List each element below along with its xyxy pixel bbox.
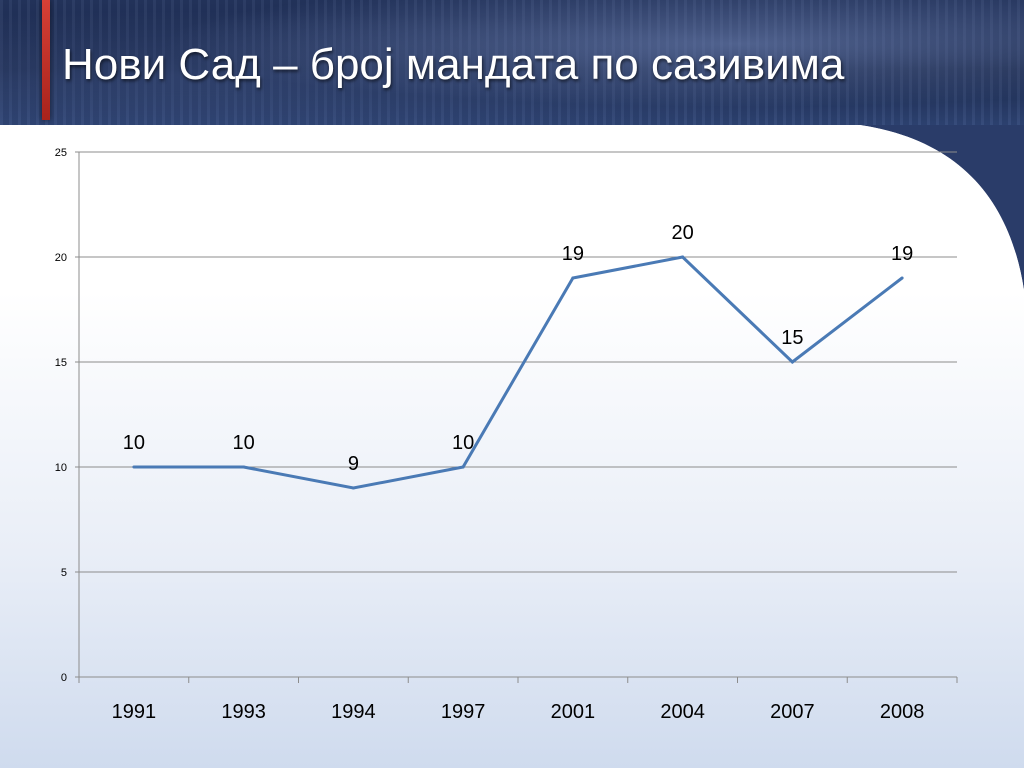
x-tick-label: 2001: [551, 701, 596, 723]
data-point: [790, 360, 794, 364]
title-accent-bar: [42, 0, 50, 120]
data-point: [571, 276, 575, 280]
data-point: [351, 486, 355, 490]
axes: 0 5 10 15 20 25 1991 1993 1994 1997 2001 2004 2007 20…: [55, 147, 958, 723]
x-tick-label: 2008: [880, 701, 925, 723]
x-tick-label: 1991: [112, 701, 157, 723]
x-tick-label: 1997: [441, 701, 486, 723]
data-label: 15: [781, 327, 803, 349]
data-label: 19: [562, 243, 584, 265]
page-title: Нови Сад – број мандата по сазивима: [62, 40, 845, 89]
data-point: [900, 276, 904, 280]
y-tick-label: 5: [61, 567, 67, 579]
series-line: [133, 255, 904, 490]
x-tick-label: 2004: [660, 701, 705, 723]
series-layer: [132, 255, 904, 490]
y-tick-label: 25: [55, 147, 67, 159]
y-tick-label: 20: [55, 252, 67, 264]
data-label: 10: [123, 432, 145, 454]
y-tick-label: 0: [61, 672, 67, 684]
data-label: 10: [452, 432, 474, 454]
gridlines: [79, 151, 957, 573]
y-tick-label: 15: [55, 357, 67, 369]
data-point: [461, 465, 465, 469]
y-tick-label: 10: [55, 462, 67, 474]
data-point: [681, 255, 685, 259]
x-tick-label: 1994: [331, 701, 376, 723]
label-layer: 10 10 9 10 19 20 15 19: [123, 222, 914, 475]
x-tick-label: 2007: [770, 701, 815, 723]
data-label: 20: [672, 222, 694, 244]
header-photo-band: [0, 0, 1024, 125]
data-point: [132, 465, 136, 469]
data-point: [242, 465, 246, 469]
data-label: 19: [891, 243, 913, 265]
data-label: 9: [348, 453, 359, 475]
data-label: 10: [233, 432, 255, 454]
x-tick-label: 1993: [221, 701, 266, 723]
